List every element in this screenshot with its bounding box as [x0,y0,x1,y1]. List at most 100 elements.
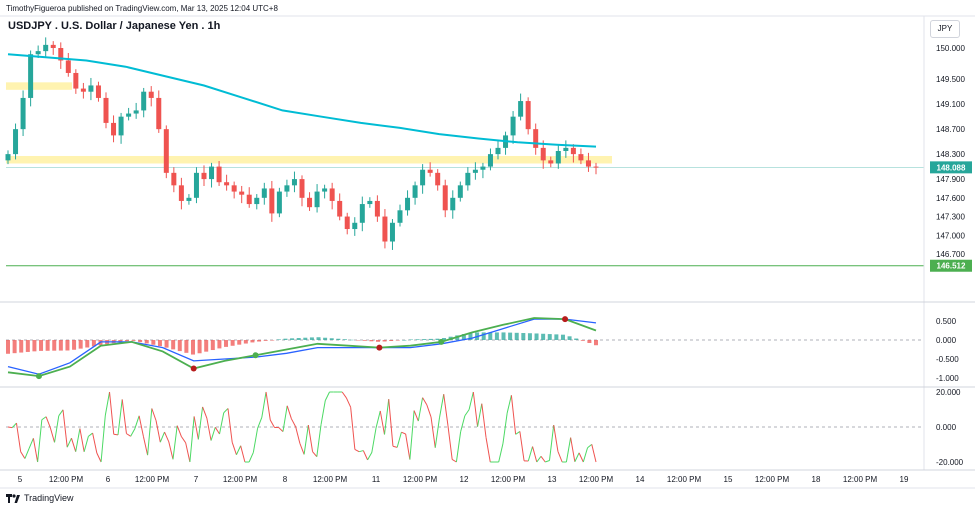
macd-histogram-bar [210,340,215,351]
oscillator-segment [210,427,216,441]
candle-body [337,200,343,217]
macd-histogram-bar [230,340,235,346]
macd-cross-dot [35,373,42,380]
candle-body [65,60,71,73]
candle-body [20,97,26,130]
tradingview-footer[interactable]: TradingView [6,493,74,503]
macd-histogram-bar [415,339,420,340]
oscillator-segment [354,448,360,453]
oscillator-segment [358,450,364,453]
oscillator-segment [227,408,233,443]
macd-histogram-bar [554,334,559,340]
oscillator-segment [536,456,542,463]
macd-histogram-bar [204,340,209,352]
oscillator-segment [455,431,462,463]
oscillator-segment [502,412,508,444]
candle-body [457,185,463,198]
oscillator-segment [28,438,34,449]
candle-body [563,147,569,151]
time-tick-label: 12:00 PM [755,475,790,484]
candle-body [13,129,19,155]
candle-body [389,222,395,242]
macd-histogram-bar [224,340,229,347]
macd-histogram-bar [263,340,268,341]
currency-button[interactable]: JPY [930,20,960,38]
oscillator-segment [197,406,204,440]
publisher-line: TimothyFigueroa published on TradingView… [6,4,278,13]
price-tick-label: 147.900 [936,175,965,184]
candle-body [314,191,320,208]
macd-histogram-bar [276,339,281,340]
candle-body [533,129,539,148]
oscillator-segment [472,391,479,427]
macd-histogram-bar [151,340,156,345]
oscillator-segment [527,446,534,462]
candle-body [231,185,237,192]
oscillator-segment [413,410,419,422]
macd-histogram-bar [435,338,440,340]
macd-histogram-bar [217,340,222,349]
macd-histogram-bar [12,340,17,354]
time-tick-label: 19 [900,475,909,484]
price-tick-label: 148.300 [936,150,965,159]
oscillator-segment [405,433,411,460]
time-tick-label: 12 [460,475,469,484]
support-price-badge [930,259,972,272]
oscillator-segment [553,425,559,452]
oscillator-segment [235,445,242,455]
macd-histogram-bar [580,340,585,341]
time-tick-label: 12:00 PM [579,475,614,484]
macd-cross-dot [438,338,445,345]
oscillator-segment [134,415,140,429]
candle-body [50,44,56,48]
candle-body [480,166,486,170]
price-tick-label: 147.300 [936,213,965,222]
current-price-badge [930,161,972,174]
time-tick-label: 12:00 PM [843,475,878,484]
oscillator-segment [79,428,85,452]
candle-body [186,197,192,201]
candles [5,37,599,250]
oscillator-segment [49,427,56,443]
macd-histogram-bar [356,340,361,341]
macd-histogram-bar [250,340,255,343]
oscillator-tick-label: 0.000 [936,423,957,432]
oscillator-segment [240,445,246,463]
candle-body [578,154,584,161]
macd-histogram-bar [184,340,189,353]
oscillator-segment [401,431,406,435]
oscillator-segment [303,425,309,455]
oscillator-segment [587,444,593,449]
macd-histogram-bar [124,340,129,342]
oscillator-segment [388,399,394,447]
oscillator-segment [379,410,385,435]
candle-body [427,169,433,173]
oscillator-segment [320,400,326,425]
oscillator-segment [498,443,504,463]
oscillator-segment [75,428,81,452]
oscillator-tick-label: 20.000 [936,388,961,397]
candle-body [442,185,448,211]
oscillator-segment [252,428,259,453]
macd-histogram-bar [488,332,493,340]
oscillator-segment [383,399,390,435]
macd-histogram-bar [362,340,367,341]
candle-body [352,222,358,230]
macd-tick-label: -1.000 [936,374,959,383]
candle-body [95,85,101,98]
oscillator-segment [62,409,68,448]
oscillator-segment [176,425,182,437]
footer-brand: TradingView [24,493,74,503]
candle-body [382,216,388,242]
candle-body [518,101,524,117]
oscillator-segment [468,391,474,410]
current-price-label: 148.088 [937,163,966,172]
candle-body [284,185,290,192]
time-tick-label: 15 [724,475,733,484]
candle-body [487,154,493,167]
oscillator-segment [515,431,521,435]
macd-histogram-bar [587,340,592,343]
axes: 150.000149.500149.100148.700148.300147.9… [0,15,975,489]
oscillator-segment [290,418,297,427]
oscillator-segment [532,446,538,463]
